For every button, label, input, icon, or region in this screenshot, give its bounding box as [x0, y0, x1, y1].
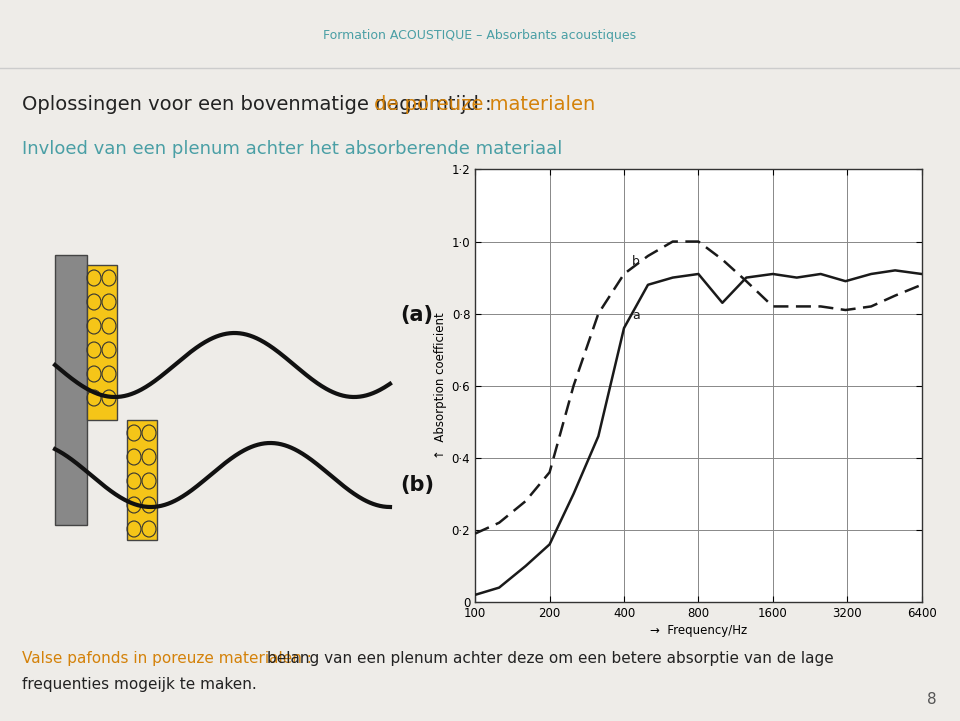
Text: belang van een plenum achter deze om een betere absorptie van de lage: belang van een plenum achter deze om een…	[267, 651, 834, 666]
FancyBboxPatch shape	[55, 255, 87, 525]
Text: b: b	[632, 255, 639, 268]
FancyBboxPatch shape	[127, 420, 157, 540]
Text: 8: 8	[927, 692, 937, 707]
Text: Invloed van een plenum achter het absorberende materiaal: Invloed van een plenum achter het absorb…	[22, 140, 563, 158]
X-axis label: →  Frequency/Hz: → Frequency/Hz	[650, 624, 747, 637]
Text: a: a	[632, 309, 639, 322]
Text: (a): (a)	[400, 305, 433, 325]
Text: Valse pafonds in poreuze materialen :: Valse pafonds in poreuze materialen :	[22, 651, 317, 666]
Y-axis label: ↑  Absorption coefficient: ↑ Absorption coefficient	[435, 312, 447, 459]
Text: frequenties mogeijk te maken.: frequenties mogeijk te maken.	[22, 677, 256, 692]
Text: de poreuze materialen: de poreuze materialen	[373, 95, 595, 114]
Text: Oplossingen voor een bovenmatige nagalmtijd :: Oplossingen voor een bovenmatige nagalmt…	[22, 95, 498, 114]
FancyBboxPatch shape	[87, 265, 117, 420]
Text: Formation ACOUSTIQUE – Absorbants acoustiques: Formation ACOUSTIQUE – Absorbants acoust…	[324, 29, 636, 42]
Text: (b): (b)	[400, 475, 434, 495]
